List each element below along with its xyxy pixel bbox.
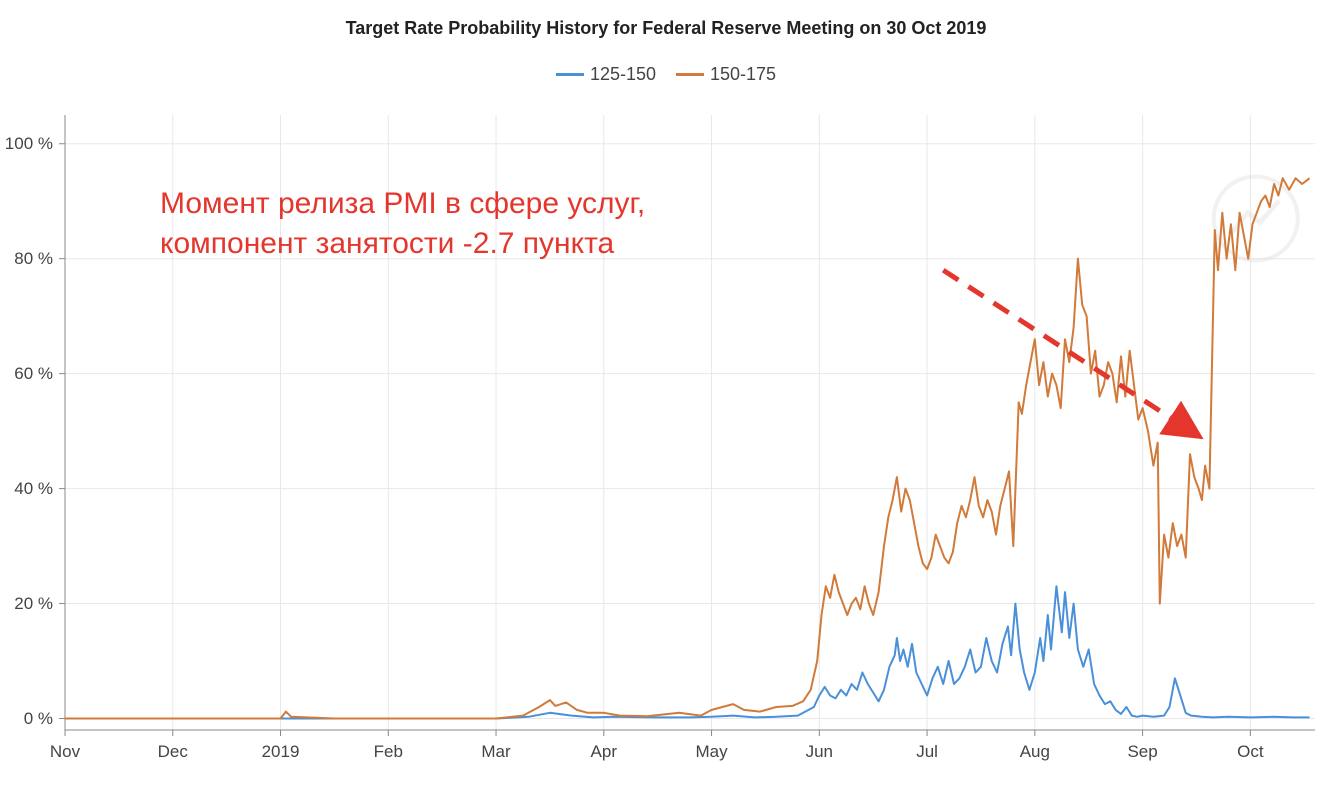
xaxis-tick-label: Aug — [995, 742, 1075, 762]
xaxis-tick-label: Mar — [456, 742, 536, 762]
xaxis-tick-label: Oct — [1210, 742, 1290, 762]
xaxis-tick-label: Feb — [348, 742, 428, 762]
yaxis-tick-label: 40 % — [0, 479, 53, 499]
yaxis-tick-label: 20 % — [0, 594, 53, 614]
xaxis-tick-label: Sep — [1103, 742, 1183, 762]
series-line — [65, 586, 1310, 718]
annotation: Момент релиза PMI в сфере услуг, компоне… — [160, 184, 645, 265]
plot-area — [0, 0, 1332, 788]
xaxis-tick-label: Nov — [25, 742, 105, 762]
xaxis-tick-label: 2019 — [241, 742, 321, 762]
xaxis-tick-label: May — [672, 742, 752, 762]
yaxis-tick-label: 60 % — [0, 364, 53, 384]
xaxis-tick-label: Jul — [887, 742, 967, 762]
xaxis-tick-label: Apr — [564, 742, 644, 762]
yaxis-tick-label: 80 % — [0, 249, 53, 269]
yaxis-tick-label: 0 % — [0, 709, 53, 729]
annotation-line2: компонент занятости -2.7 пункта — [160, 224, 645, 265]
xaxis-tick-label: Dec — [133, 742, 213, 762]
xaxis-tick-label: Jun — [779, 742, 859, 762]
chart-container: Target Rate Probability History for Fede… — [0, 0, 1332, 788]
annotation-line1: Момент релиза PMI в сфере услуг, — [160, 184, 645, 225]
yaxis-tick-label: 100 % — [0, 134, 53, 154]
